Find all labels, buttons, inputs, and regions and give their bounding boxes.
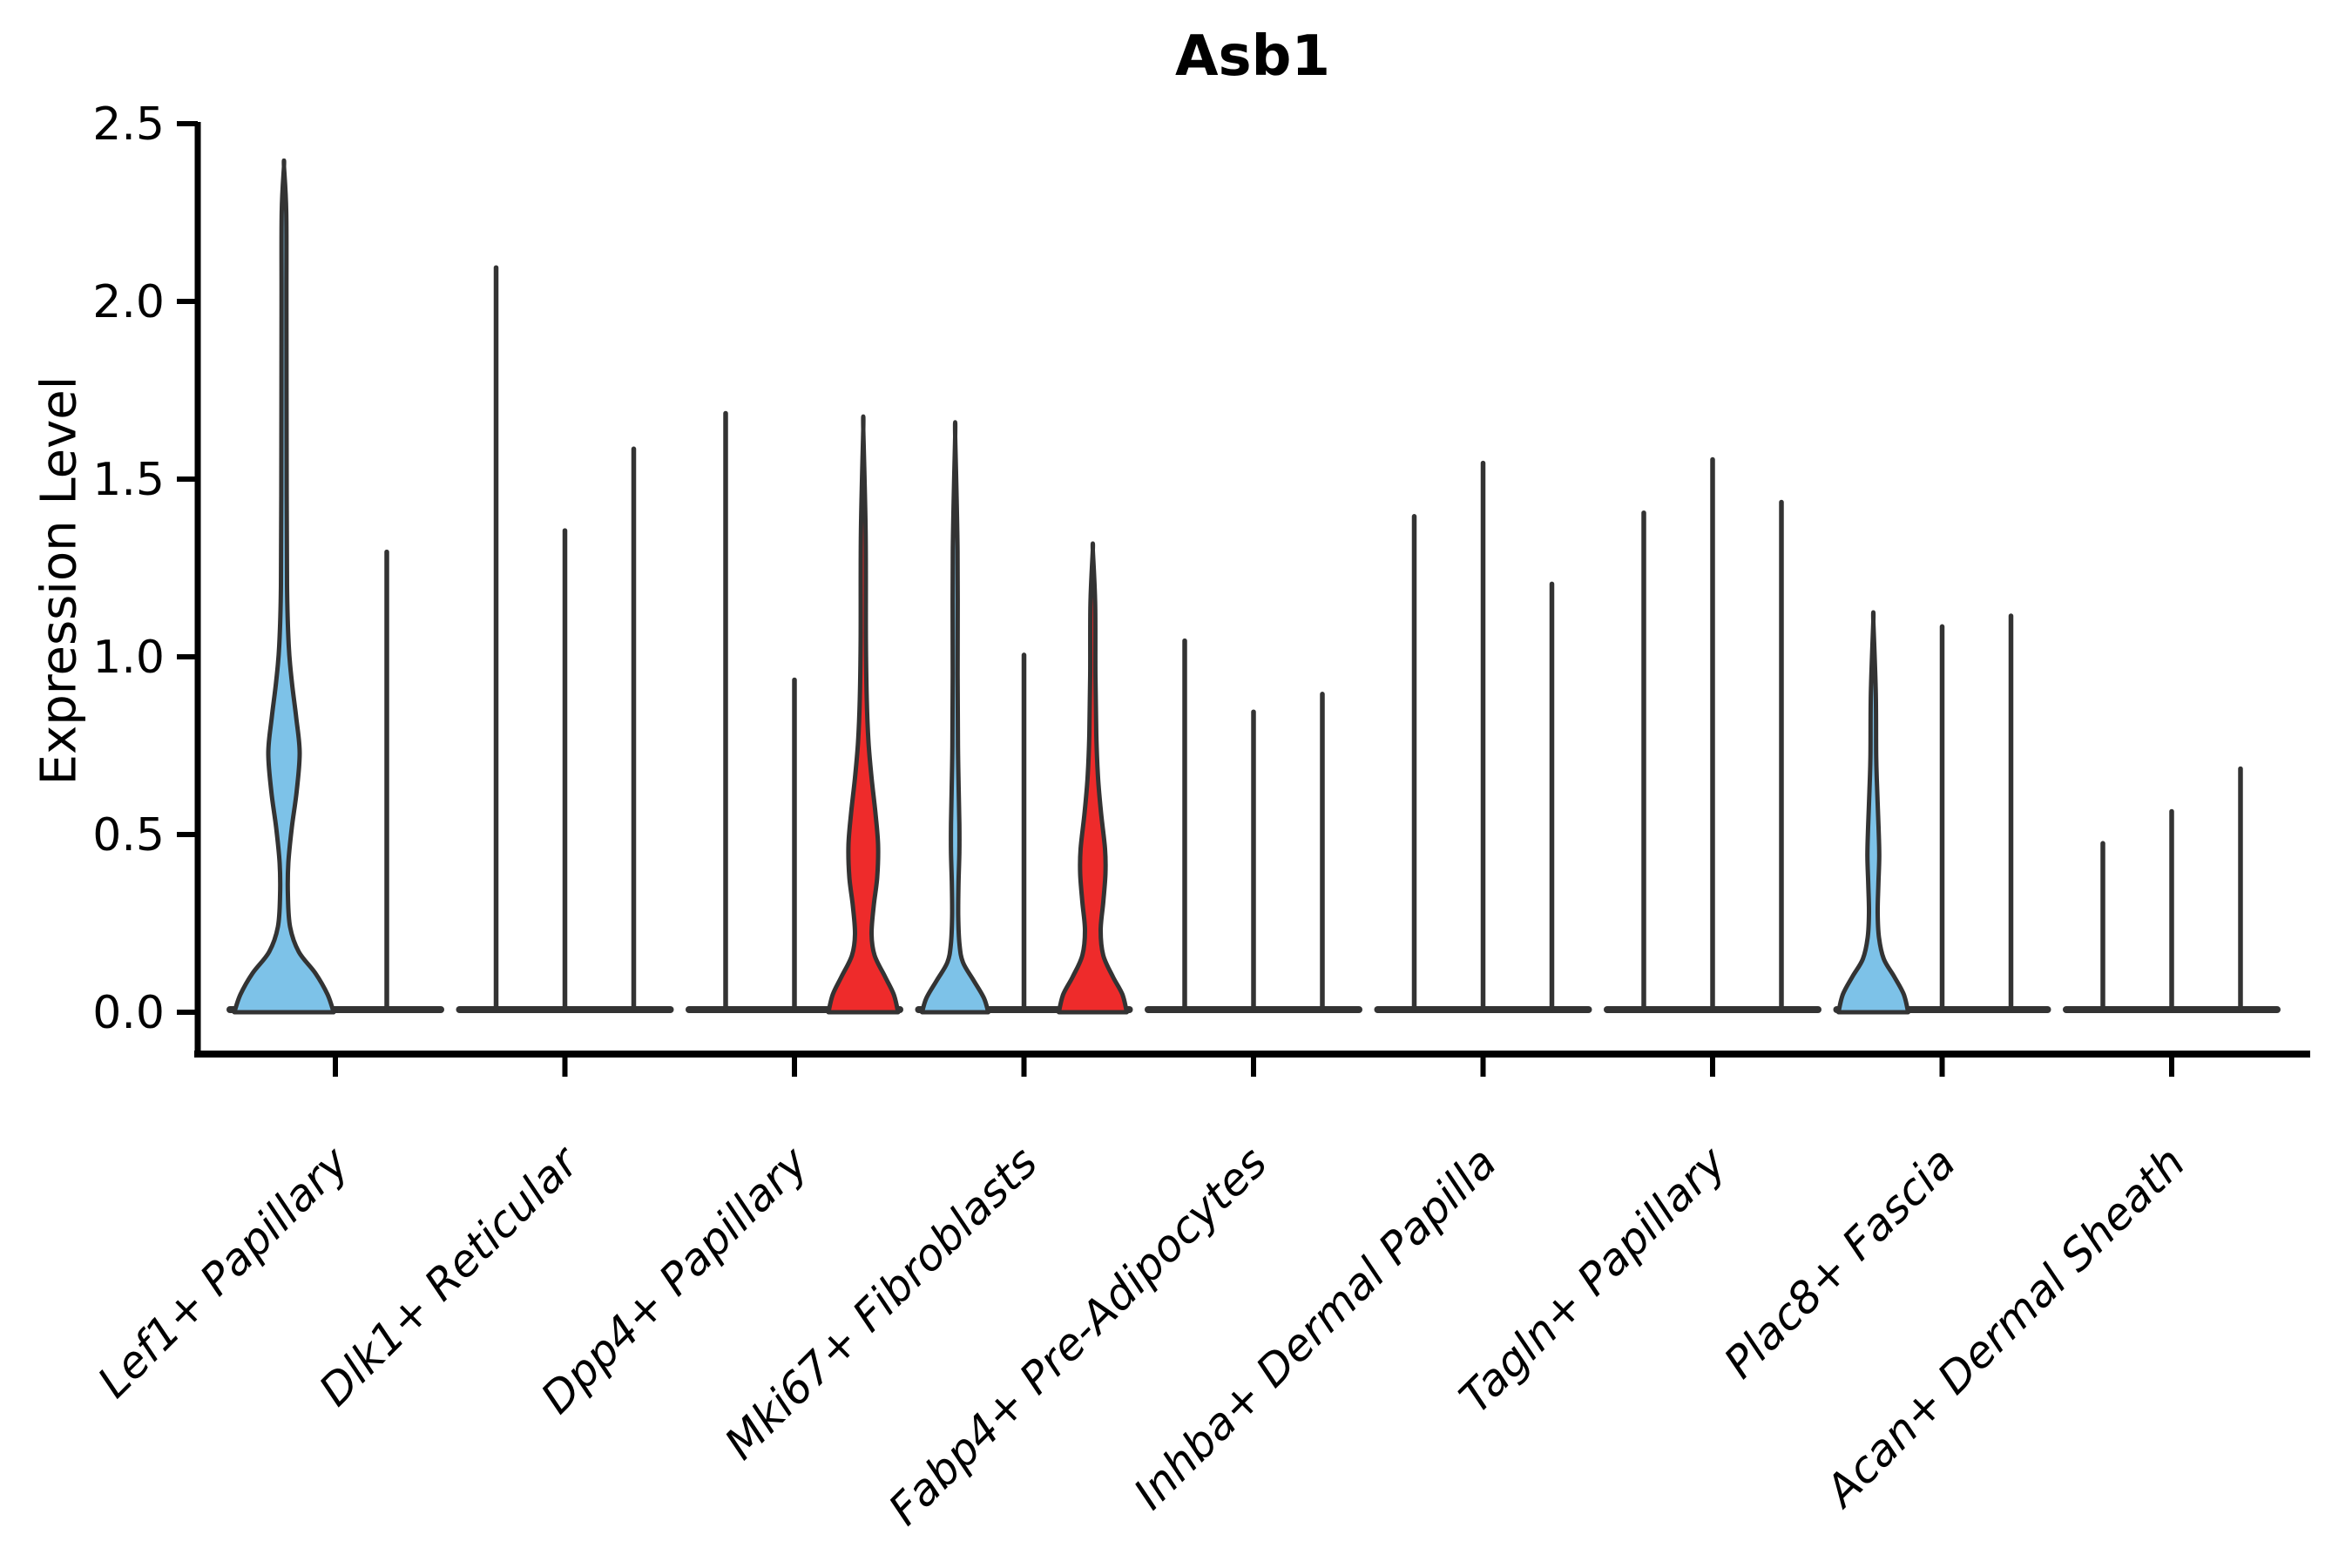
y-tick-label: 1.5 bbox=[92, 454, 165, 506]
y-tick-label: 2.5 bbox=[92, 98, 165, 151]
plot-title: Asb1 bbox=[1175, 24, 1330, 89]
y-tick-label: 2.0 bbox=[92, 276, 165, 328]
violin-filled-blue bbox=[1836, 610, 1910, 1015]
violin-filled-red bbox=[1057, 541, 1129, 1015]
violin-filled-red bbox=[826, 414, 901, 1015]
x-tick-label: Inhba+ Dermal Papilla bbox=[1125, 1137, 1506, 1518]
violin-filled-blue bbox=[920, 420, 990, 1015]
y-tick-label: 1.0 bbox=[92, 632, 165, 684]
y-tick-label: 0.5 bbox=[92, 809, 165, 862]
violin-filled-blue bbox=[232, 158, 336, 1015]
x-tick-label: Fabp4+ Pre-Adipocytes bbox=[879, 1137, 1277, 1535]
x-tick-label: Lef1+ Papillary bbox=[88, 1136, 359, 1407]
y-tick-label: 0.0 bbox=[92, 987, 165, 1039]
x-tick-label: Plac8+ Fascia bbox=[1714, 1137, 1965, 1388]
